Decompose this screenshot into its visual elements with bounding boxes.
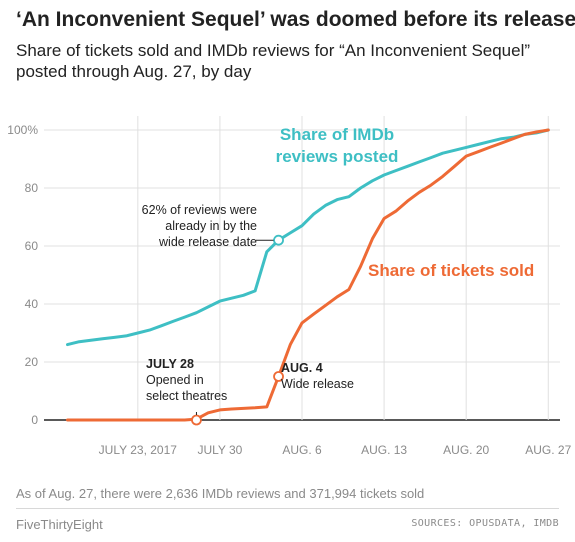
- x-tick-label: JULY 23, 2017: [99, 443, 178, 457]
- annotation-marker: [273, 234, 284, 246]
- series-line: [66, 128, 550, 422]
- footnote: As of Aug. 27, there were 2,636 IMDb rev…: [16, 486, 425, 501]
- chart-title: ‘An Inconvenient Sequel’ was doomed befo…: [16, 8, 575, 31]
- line-chart: 0 20 40 60 80 100% JULY 23, 2017 JULY 30 AUG. 6 A…: [7, 116, 572, 457]
- series-label-reviews: Share of IMDb: [280, 125, 394, 144]
- x-tick-label: JULY 30: [197, 443, 242, 457]
- footer-divider: [16, 508, 559, 509]
- y-tick-label: 20: [25, 355, 39, 369]
- chart-subtitle: Share of tickets sold and IMDb reviews f…: [16, 41, 531, 81]
- annotation-text: select theatres: [146, 389, 227, 403]
- annotation-text: wide release date: [158, 235, 257, 249]
- annotation-text: Opened in: [146, 373, 204, 387]
- y-tick-label: 80: [25, 181, 39, 195]
- x-tick-label: AUG. 27: [525, 443, 571, 457]
- annotation-text: Wide release: [281, 377, 354, 391]
- annotation-text: 62% of reviews were: [142, 203, 257, 217]
- series-label-reviews: reviews posted: [276, 147, 399, 166]
- series-line: [66, 128, 550, 347]
- annotation-text: AUG. 4: [281, 361, 323, 375]
- brand-name: FiveThirtyEight: [16, 517, 103, 532]
- annotation-marker: [273, 371, 284, 382]
- x-tick-label: AUG. 20: [443, 443, 489, 457]
- y-tick-label: 40: [25, 297, 39, 311]
- x-tick-label: AUG. 13: [361, 443, 407, 457]
- annotation-marker: [191, 414, 202, 426]
- y-tick-label: 0: [31, 413, 38, 427]
- y-tick-label: 100%: [7, 123, 38, 137]
- annotation-text: JULY 28: [146, 357, 194, 371]
- sources-credit: SOURCES: OPUSDATA, IMDB: [411, 518, 559, 529]
- x-tick-label: AUG. 6: [282, 443, 322, 457]
- annotation-text: already in by the: [165, 219, 257, 233]
- y-tick-label: 60: [25, 239, 39, 253]
- series-label-tickets: Share of tickets sold: [368, 261, 534, 280]
